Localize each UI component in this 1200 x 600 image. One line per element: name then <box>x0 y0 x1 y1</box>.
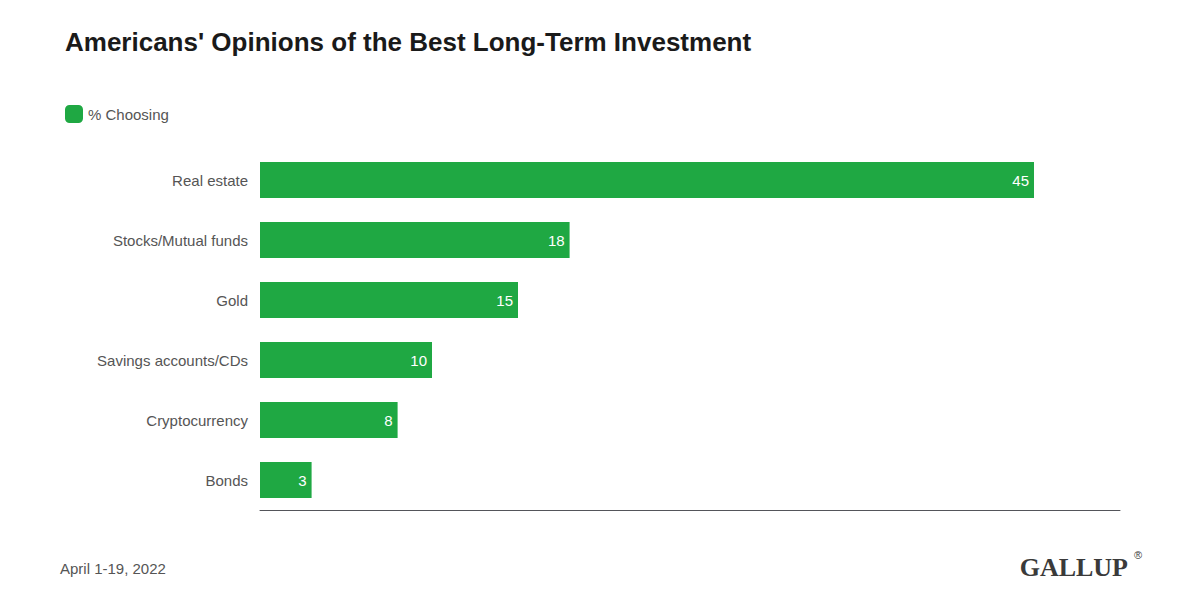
svg-text:Stocks/Mutual funds: Stocks/Mutual funds <box>113 232 248 249</box>
svg-text:Gold: Gold <box>216 292 248 309</box>
svg-text:18: 18 <box>548 232 565 249</box>
svg-text:45: 45 <box>1012 172 1029 189</box>
svg-text:Savings accounts/CDs: Savings accounts/CDs <box>97 352 248 369</box>
svg-text:3: 3 <box>298 472 306 489</box>
svg-text:Cryptocurrency: Cryptocurrency <box>146 412 248 429</box>
svg-text:8: 8 <box>384 412 392 429</box>
svg-text:Real estate: Real estate <box>172 172 248 189</box>
svg-text:15: 15 <box>496 292 513 309</box>
svg-text:®: ® <box>1134 549 1142 561</box>
svg-text:Americans' Opinions of the Bes: Americans' Opinions of the Best Long-Ter… <box>65 27 751 57</box>
svg-text:10: 10 <box>410 352 427 369</box>
svg-text:April 1-19, 2022: April 1-19, 2022 <box>60 560 166 577</box>
svg-text:% Choosing: % Choosing <box>88 106 169 123</box>
svg-text:Bonds: Bonds <box>205 472 248 489</box>
svg-text:GALLUP: GALLUP <box>1020 553 1128 582</box>
